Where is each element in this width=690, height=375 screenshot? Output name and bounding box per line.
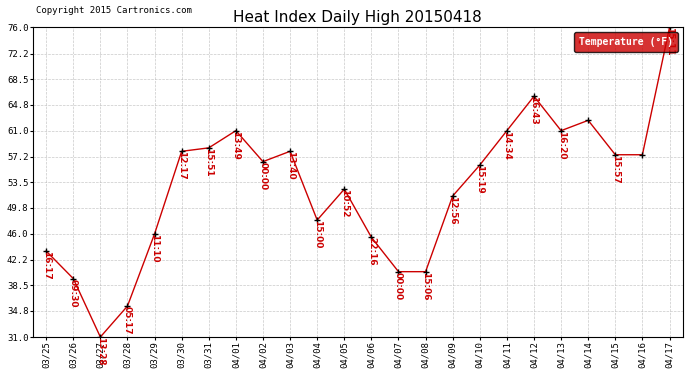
- Text: 13:49: 13:49: [231, 130, 240, 159]
- Text: 15:11: 15:11: [665, 27, 674, 56]
- Title: Heat Index Daily High 20150418: Heat Index Daily High 20150418: [233, 10, 482, 25]
- Text: 15:00: 15:00: [313, 220, 322, 249]
- Text: 00:00: 00:00: [394, 272, 403, 300]
- Text: 15:06: 15:06: [421, 272, 430, 300]
- Text: 00:00: 00:00: [259, 162, 268, 190]
- Text: 15:19: 15:19: [475, 165, 484, 194]
- Text: 09:30: 09:30: [69, 279, 78, 307]
- Text: 10:52: 10:52: [339, 189, 348, 217]
- Text: 15:57: 15:57: [611, 155, 620, 183]
- Legend: Temperature (°F): Temperature (°F): [575, 32, 678, 52]
- Text: 22:16: 22:16: [367, 237, 376, 266]
- Text: 15:51: 15:51: [204, 148, 213, 177]
- Text: 12:17: 12:17: [177, 151, 186, 180]
- Text: 14:34: 14:34: [502, 130, 511, 159]
- Text: 16:20: 16:20: [557, 130, 566, 159]
- Text: 13:40: 13:40: [286, 151, 295, 180]
- Text: 16:43: 16:43: [529, 96, 538, 125]
- Text: 12:56: 12:56: [448, 196, 457, 225]
- Text: 16:17: 16:17: [41, 251, 50, 280]
- Text: Copyright 2015 Cartronics.com: Copyright 2015 Cartronics.com: [36, 6, 192, 15]
- Text: 13:28: 13:28: [96, 337, 105, 366]
- Text: 11:10: 11:10: [150, 234, 159, 262]
- Text: 05:17: 05:17: [123, 306, 132, 334]
